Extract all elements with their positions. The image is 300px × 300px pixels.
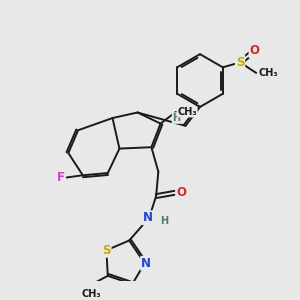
Text: N: N <box>141 257 151 270</box>
Text: CH₃: CH₃ <box>178 107 197 117</box>
Text: O: O <box>176 186 186 199</box>
Text: CH₃: CH₃ <box>81 289 101 298</box>
Text: F: F <box>57 171 64 184</box>
Text: O: O <box>250 44 260 57</box>
Text: N: N <box>143 211 153 224</box>
Text: H: H <box>160 216 168 226</box>
Text: CH₃: CH₃ <box>258 68 278 78</box>
Text: H: H <box>172 113 181 123</box>
Text: S: S <box>102 244 111 257</box>
Text: S: S <box>236 56 244 69</box>
